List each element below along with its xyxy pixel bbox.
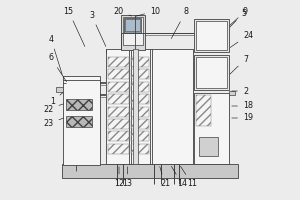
Bar — [131, 131, 149, 141]
Bar — [131, 82, 149, 92]
Bar — [131, 94, 149, 104]
Bar — [196, 21, 227, 50]
Bar — [66, 99, 92, 110]
Text: 23: 23 — [44, 118, 63, 129]
Bar — [131, 57, 149, 67]
Bar — [125, 19, 140, 31]
Bar — [131, 107, 149, 117]
Text: 20: 20 — [113, 6, 131, 16]
Bar — [106, 49, 193, 164]
Bar — [66, 116, 92, 127]
Bar — [131, 69, 149, 79]
Text: 8: 8 — [171, 7, 188, 39]
Bar — [108, 144, 129, 154]
Bar — [108, 94, 129, 104]
Text: 14: 14 — [171, 166, 187, 188]
Bar — [121, 15, 145, 50]
Text: 6: 6 — [49, 53, 67, 82]
Text: 11: 11 — [181, 166, 197, 188]
Bar — [108, 82, 129, 92]
Text: 1: 1 — [50, 93, 63, 106]
Text: 4: 4 — [49, 34, 62, 74]
Text: 9: 9 — [230, 6, 248, 25]
Text: 19: 19 — [232, 114, 253, 122]
Bar — [108, 119, 129, 129]
Bar — [131, 119, 149, 129]
Text: 21: 21 — [160, 167, 170, 188]
Text: 22: 22 — [44, 104, 63, 114]
Text: 15: 15 — [64, 6, 85, 46]
Bar — [194, 55, 229, 90]
Bar — [123, 17, 143, 45]
Text: 13: 13 — [123, 167, 133, 188]
Text: 7: 7 — [230, 54, 248, 74]
Bar — [194, 19, 229, 52]
Text: 12: 12 — [114, 167, 124, 188]
Text: 2: 2 — [232, 86, 248, 96]
Bar — [194, 93, 229, 164]
Bar — [196, 95, 211, 126]
Bar — [133, 49, 138, 164]
Bar — [131, 144, 149, 154]
Text: 5: 5 — [230, 8, 246, 27]
Bar — [108, 131, 129, 141]
Text: 24: 24 — [230, 30, 253, 47]
Text: 3: 3 — [89, 10, 106, 46]
Bar — [108, 57, 129, 67]
Bar — [108, 107, 129, 117]
Bar — [108, 69, 129, 79]
Bar — [62, 164, 238, 178]
Bar — [196, 57, 227, 88]
Text: 10: 10 — [136, 6, 160, 16]
Bar — [229, 91, 235, 95]
Bar — [63, 76, 100, 165]
Bar — [199, 137, 218, 156]
Bar — [124, 18, 141, 33]
Bar — [56, 87, 63, 92]
Text: 18: 18 — [232, 102, 253, 110]
